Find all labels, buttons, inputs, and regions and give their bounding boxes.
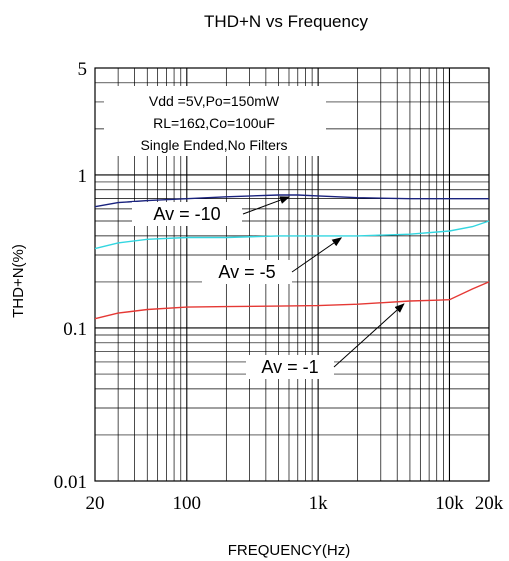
annotation-arrow xyxy=(291,237,343,273)
annotation-background xyxy=(246,355,334,379)
annotation-arrow xyxy=(333,303,405,368)
series-lines xyxy=(94,194,490,320)
y-tick-labels: 5 1 0.1 0.01 xyxy=(54,59,87,493)
series-line-av-5 xyxy=(94,220,490,250)
condition-line: Single Ended,No Filters xyxy=(140,137,287,153)
y-axis-label: THD+N(%) xyxy=(10,244,27,318)
annotation-arrow xyxy=(242,196,290,215)
series-annotations: Av = -10 Av = -5 Av = -1 xyxy=(132,196,405,379)
plot-frame xyxy=(94,67,490,482)
y-tick-label: 5 xyxy=(78,59,88,80)
conditions-box: Vdd =5V,Po=150mW RL=16Ω,Co=100uF Single En… xyxy=(140,93,287,153)
annotation-background xyxy=(132,202,242,226)
y-tick-label: 0.01 xyxy=(54,472,87,493)
series-line-av-10 xyxy=(94,194,489,208)
y-tick-label: 1 xyxy=(78,166,88,187)
chart-title: THD+N vs Frequency xyxy=(204,12,368,31)
condition-line: RL=16Ω,Co=100uF xyxy=(153,115,275,131)
annotation-background xyxy=(202,260,292,284)
y-tick-label: 0.1 xyxy=(63,319,87,340)
series-line-av-1 xyxy=(94,281,490,320)
annotation-label: Av = -5 xyxy=(218,262,275,282)
condition-line: Vdd =5V,Po=150mW xyxy=(149,93,280,109)
conditions-box-background xyxy=(104,86,326,156)
annotation-label: Av = -1 xyxy=(261,357,318,377)
x-tick-label: 10k xyxy=(435,493,464,514)
annotation-label: Av = -10 xyxy=(153,204,220,224)
x-tick-labels: 20 100 1k 10k 20k xyxy=(86,493,504,514)
x-axis-label: FREQUENCY(Hz) xyxy=(228,542,351,559)
x-tick-label: 20 xyxy=(86,493,105,514)
x-tick-label: 20k xyxy=(475,493,504,514)
x-tick-label: 1k xyxy=(309,493,329,514)
x-tick-label: 100 xyxy=(173,493,202,514)
